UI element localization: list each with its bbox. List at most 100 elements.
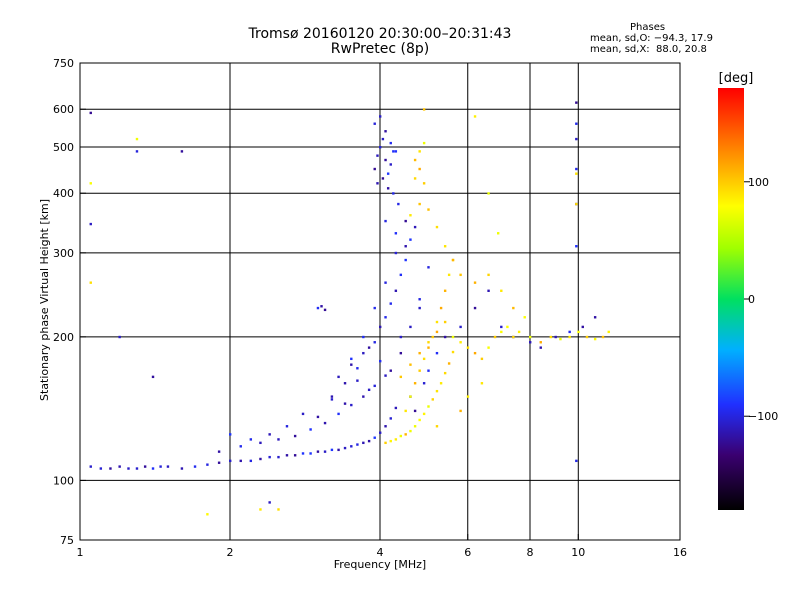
data-point-o-mode: [394, 289, 398, 292]
phase-stats-x-mode: mean, sd,X: 88.0, 20.8: [590, 44, 707, 55]
data-point-o-mode: [143, 465, 147, 468]
data-point-o-mode: [399, 273, 403, 277]
grid-lines: [80, 63, 680, 540]
data-point-x-mode: [435, 330, 439, 334]
y-tick-label: 750: [53, 57, 74, 70]
data-point-x-mode: [568, 335, 571, 339]
data-point-o-mode: [418, 298, 421, 301]
colorbar: [718, 88, 744, 510]
data-point-o-mode: [386, 187, 390, 190]
data-point-o-mode: [259, 441, 262, 445]
data-point-o-mode: [435, 351, 439, 355]
data-point-o-mode: [362, 395, 365, 398]
data-point-o-mode: [443, 335, 447, 339]
data-point-o-mode: [389, 141, 392, 145]
data-point-o-mode: [379, 431, 382, 434]
data-point-x-mode: [451, 350, 455, 354]
data-point-x-mode: [575, 172, 578, 175]
data-point-x-mode: [427, 405, 430, 408]
data-point-x-mode: [447, 273, 451, 277]
y-axis-label: Stationary phase Virtual Height [km]: [38, 199, 51, 401]
data-point-o-mode: [350, 357, 353, 361]
data-point-o-mode: [249, 459, 253, 463]
data-point-o-mode: [151, 375, 155, 379]
data-point-o-mode: [229, 459, 232, 463]
data-point-o-mode: [316, 306, 320, 310]
data-point-x-mode: [439, 382, 443, 385]
data-point-x-mode: [418, 351, 421, 355]
data-point-o-mode: [392, 150, 395, 153]
data-point-o-mode: [386, 172, 390, 175]
data-point-o-mode: [379, 359, 382, 363]
data-point-x-mode: [493, 335, 497, 339]
data-point-x-mode: [466, 346, 470, 349]
data-point-o-mode: [367, 346, 371, 349]
data-point-o-mode: [409, 238, 412, 241]
data-point-x-mode: [409, 429, 412, 433]
x-tick-label: 4: [377, 546, 384, 559]
data-point-x-mode: [206, 513, 209, 516]
data-point-o-mode: [180, 467, 184, 470]
data-point-o-mode: [206, 463, 209, 466]
phase-stats-label: Phases: [630, 22, 666, 33]
data-point-o-mode: [404, 258, 407, 262]
data-point-x-mode: [435, 225, 439, 229]
data-point-o-mode: [356, 367, 359, 370]
data-point-o-mode: [404, 245, 407, 248]
data-point-o-mode: [575, 101, 578, 104]
colorbar-label: [deg]: [719, 71, 754, 86]
data-point-x-mode: [529, 335, 532, 339]
data-point-x-mode: [409, 363, 412, 366]
data-point-o-mode: [394, 406, 398, 410]
data-point-x-mode: [451, 258, 455, 262]
data-point-o-mode: [362, 441, 365, 445]
data-point-x-mode: [389, 439, 392, 443]
data-point-o-mode: [217, 450, 221, 453]
data-point-o-mode: [413, 225, 417, 229]
data-point-o-mode: [575, 459, 578, 463]
data-point-x-mode: [413, 158, 417, 162]
data-point-o-mode: [135, 467, 139, 470]
data-point-o-mode: [575, 167, 578, 171]
data-point-o-mode: [109, 467, 112, 470]
title-line-1: Tromsø 20160120 20:30:00–20:31:43: [248, 26, 512, 42]
data-point-o-mode: [575, 245, 578, 248]
phase-statistics: Phases mean, sd,O: −94.3, 17.9 mean, sd,…: [590, 22, 770, 55]
data-point-x-mode: [418, 369, 421, 372]
data-point-o-mode: [193, 465, 197, 468]
data-point-o-mode: [384, 219, 387, 223]
data-point-o-mode: [135, 150, 139, 153]
data-point-o-mode: [381, 137, 385, 141]
data-point-x-mode: [413, 425, 417, 428]
data-point-x-mode: [473, 351, 477, 355]
data-point-o-mode: [320, 305, 323, 308]
data-point-o-mode: [384, 130, 387, 133]
data-point-x-mode: [404, 409, 407, 413]
data-point-o-mode: [487, 289, 490, 292]
data-point-x-mode: [399, 434, 403, 438]
data-point-o-mode: [99, 467, 103, 470]
data-point-o-mode: [356, 379, 359, 382]
data-point-o-mode: [427, 369, 430, 372]
data-point-x-mode: [422, 412, 426, 416]
data-point-o-mode: [384, 281, 387, 284]
data-point-o-mode: [376, 154, 379, 157]
data-point-x-mode: [593, 337, 597, 341]
data-point-o-mode: [389, 369, 392, 372]
data-point-x-mode: [447, 362, 451, 365]
data-point-x-mode: [506, 325, 509, 329]
data-point-o-mode: [356, 443, 359, 446]
axis-ticks: 1 2 4 6 8 10 16 75 100 200 300 400 500 600 750: [53, 57, 687, 559]
data-point-o-mode: [249, 438, 253, 441]
data-point-o-mode: [575, 122, 578, 125]
data-point-o-mode: [384, 425, 387, 428]
data-point-x-mode: [517, 330, 521, 334]
data-point-o-mode: [373, 436, 376, 439]
data-point-x-mode: [549, 335, 553, 339]
data-point-o-mode: [404, 219, 407, 223]
data-point-o-mode: [379, 115, 382, 118]
data-point-x-mode: [431, 398, 434, 401]
data-point-x-mode: [409, 395, 412, 398]
data-point-o-mode: [159, 465, 162, 468]
data-point-x-mode: [427, 341, 430, 344]
